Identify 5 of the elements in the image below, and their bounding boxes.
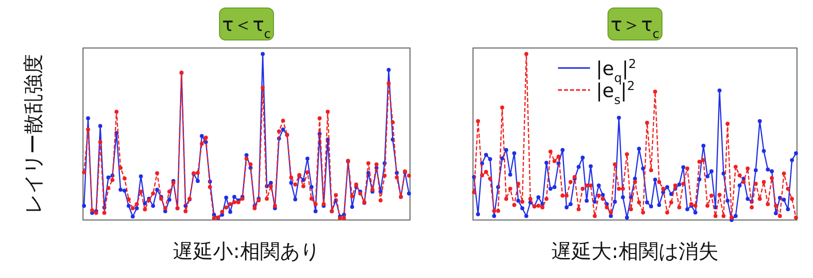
- x-axis-title: 遅延大:相関は消失: [552, 239, 718, 263]
- y-axis-title: レイリー散乱強度: [21, 54, 45, 214]
- x-axis-title: 遅延小:相関あり: [173, 239, 320, 263]
- chart-title: τ＜τ$_{c}$: [222, 14, 272, 41]
- chart-title: τ＞τ$_{c}$: [610, 14, 660, 41]
